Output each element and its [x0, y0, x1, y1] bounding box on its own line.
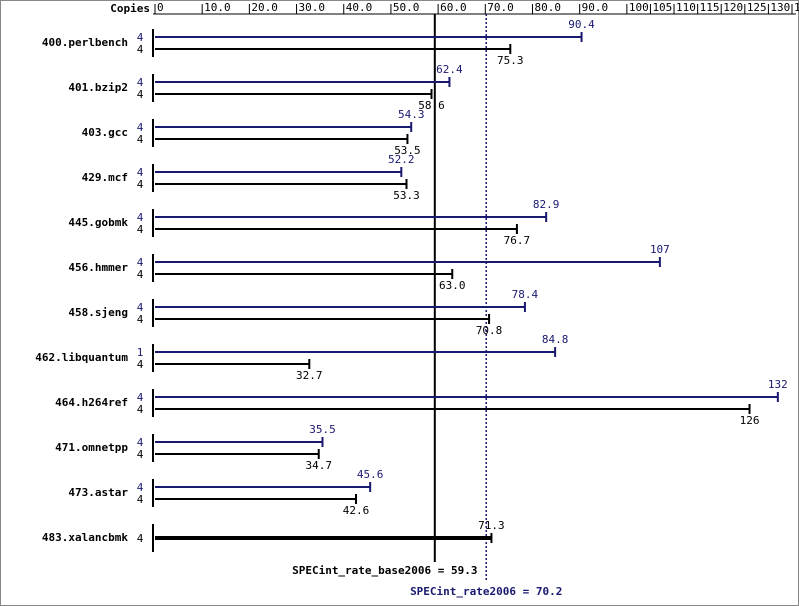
x-tick-label: 100 — [629, 1, 649, 14]
x-tick-label: 50.0 — [393, 1, 420, 14]
value-label: 35.5 — [309, 423, 336, 436]
value-label: 53.5 — [394, 144, 421, 157]
value-label: 82.9 — [533, 198, 560, 211]
copies-label: 4 — [137, 133, 144, 146]
value-label: 32.7 — [296, 369, 323, 382]
x-tick-label: 120 — [723, 1, 743, 14]
value-label: 42.6 — [343, 504, 370, 517]
copies-label: 4 — [137, 223, 144, 236]
copies-label: 4 — [137, 403, 144, 416]
benchmark-label: 462.libquantum — [35, 351, 128, 364]
copies-label: 4 — [137, 448, 144, 461]
value-label: 45.6 — [357, 468, 384, 481]
copies-label: 4 — [137, 166, 144, 179]
benchmark-label: 400.perlbench — [42, 36, 128, 49]
value-label: 132 — [768, 378, 788, 391]
value-label: 52.2 — [388, 153, 415, 166]
benchmark-label: 473.astar — [68, 486, 128, 499]
x-tick-label: 60.0 — [440, 1, 467, 14]
x-tick-label: 80.0 — [534, 1, 561, 14]
x-tick-label: 110 — [676, 1, 696, 14]
value-label: 75.3 — [497, 54, 524, 67]
benchmark-label: 483.xalancbmk — [42, 531, 128, 544]
value-label: 84.8 — [542, 333, 569, 346]
copies-label: 4 — [137, 358, 144, 371]
x-tick-label: 10.0 — [204, 1, 231, 14]
x-tick-label: 0 — [157, 1, 164, 14]
peak-label: SPECint_rate2006 = 70.2 — [410, 585, 562, 598]
copies-label: 4 — [137, 256, 144, 269]
copies-label: 4 — [137, 31, 144, 44]
x-tick-label: 105 — [652, 1, 672, 14]
copies-label: 4 — [137, 88, 144, 101]
base-label: SPECint_rate_base2006 = 59.3 — [292, 564, 477, 577]
copies-label: 4 — [137, 178, 144, 191]
x-tick-label: 130 — [770, 1, 790, 14]
x-tick-label: 90.0 — [582, 1, 609, 14]
copies-label: 4 — [137, 481, 144, 494]
benchmark-label: 458.sjeng — [68, 306, 128, 319]
copies-label: 4 — [137, 313, 144, 326]
copies-label: 4 — [137, 532, 144, 545]
benchmark-label: 403.gcc — [82, 126, 128, 139]
benchmark-label: 464.h264ref — [55, 396, 128, 409]
value-label: 62.4 — [436, 63, 463, 76]
benchmark-label: 456.hmmer — [68, 261, 128, 274]
value-label: 34.7 — [305, 459, 332, 472]
x-tick-label: 30.0 — [299, 1, 326, 14]
copies-label: 4 — [137, 436, 144, 449]
value-label: 78.4 — [512, 288, 539, 301]
copies-label: 4 — [137, 391, 144, 404]
value-label: 126 — [740, 414, 760, 427]
x-tick-label: 20.0 — [251, 1, 277, 14]
copies-label: 4 — [137, 301, 144, 314]
copies-label: 4 — [137, 43, 144, 56]
copies-header: Copies — [110, 2, 150, 15]
copies-label: 4 — [137, 493, 144, 506]
benchmark-label: 471.omnetpp — [55, 441, 128, 454]
copies-label: 4 — [137, 76, 144, 89]
value-label: 90.4 — [568, 18, 595, 31]
benchmark-label: 401.bzip2 — [68, 81, 128, 94]
x-tick-label: 125 — [747, 1, 767, 14]
x-tick-label: 115 — [700, 1, 720, 14]
copies-label: 4 — [137, 268, 144, 281]
copies-label: 1 — [137, 346, 144, 359]
value-label: 58.6 — [418, 99, 445, 112]
benchmark-label: 445.gobmk — [68, 216, 128, 229]
value-label: 76.7 — [504, 234, 531, 247]
benchmark-label: 429.mcf — [82, 171, 128, 184]
copies-label: 4 — [137, 121, 144, 134]
value-label: 70.8 — [476, 324, 503, 337]
x-tick-label: 40.0 — [346, 1, 373, 14]
x-tick-label: 70.0 — [487, 1, 513, 14]
value-label: 71.3 — [478, 519, 505, 532]
x-tick-label: 135 — [794, 1, 799, 14]
value-label: 107 — [650, 243, 670, 256]
value-label: 53.3 — [393, 189, 420, 202]
value-label: 54.3 — [398, 108, 425, 121]
value-label: 63.0 — [439, 279, 466, 292]
copies-label: 4 — [137, 211, 144, 224]
